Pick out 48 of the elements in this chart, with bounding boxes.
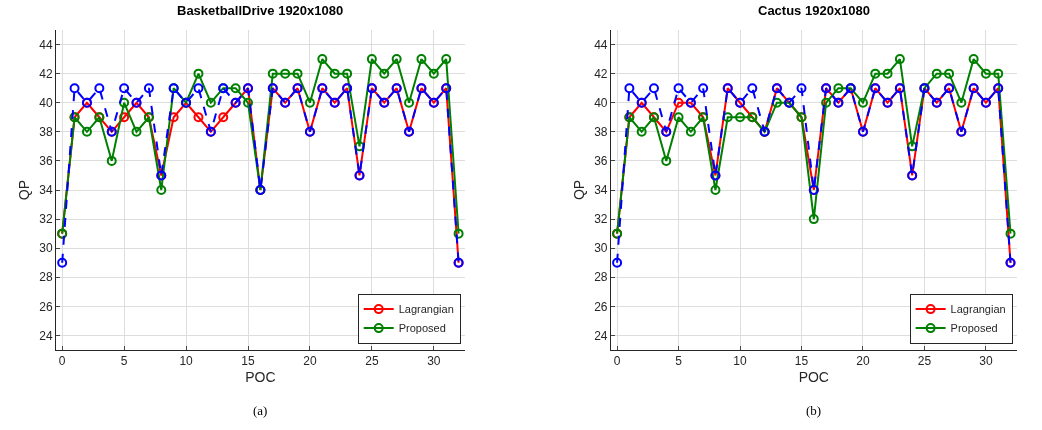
legend-label: Lagrangian (398, 303, 454, 316)
y-tick-label: 36 (39, 154, 53, 169)
y-tick-label: 30 (594, 241, 608, 256)
y-tick-label: 42 (39, 66, 53, 81)
x-tick-label: 0 (58, 354, 66, 369)
x-tick-label: 25 (365, 354, 379, 369)
legend-label: Lagrangian (950, 303, 1006, 316)
y-tick-label: 38 (39, 125, 53, 140)
y-tick-label: 34 (594, 183, 608, 198)
y-tick-label: 28 (39, 270, 53, 285)
legend-label: Proposed (398, 322, 446, 335)
y-tick-label: 30 (39, 241, 53, 256)
y-tick-label: 32 (39, 212, 53, 227)
y-tick-label: 24 (594, 328, 608, 343)
text: (b) (806, 403, 822, 418)
x-tick-label: 10 (179, 354, 194, 369)
y-tick-label: 26 (594, 299, 608, 314)
y-tick-label: 28 (594, 270, 608, 285)
x-tick-label: 0 (613, 354, 621, 369)
x-tick-label: 20 (856, 354, 870, 369)
y-tick-label: 32 (594, 212, 608, 227)
chart-title: BasketballDrive 1920x1080 (177, 3, 344, 18)
x-tick-label: 5 (675, 354, 683, 369)
x-tick-label: 20 (303, 354, 317, 369)
y-tick-label: 36 (594, 154, 608, 169)
y-tick-label: 44 (39, 37, 53, 52)
y-tick-label: 40 (594, 95, 608, 110)
x-tick-label: 10 (733, 354, 748, 369)
x-tick-label: 30 (427, 354, 441, 369)
y-axis-title: QP (15, 179, 32, 201)
x-tick-label: 5 (120, 354, 128, 369)
y-tick-label: 38 (594, 125, 608, 140)
legend-label: Proposed (950, 322, 998, 335)
x-tick-label: 15 (241, 354, 255, 369)
y-tick-label: 44 (594, 37, 608, 52)
x-tick-label: 15 (794, 354, 809, 369)
y-tick-label: 40 (39, 95, 53, 110)
y-tick-label: 34 (39, 183, 53, 198)
x-tick-label: 30 (979, 354, 993, 369)
y-tick-label: 26 (39, 299, 53, 314)
chart-title: Cactus 1920x1080 (758, 3, 871, 18)
x-tick-label: 25 (917, 354, 932, 369)
y-tick-label: 42 (594, 66, 608, 81)
y-axis-title: QP (570, 179, 587, 201)
x-axis-title: POC (245, 368, 276, 385)
x-axis-title: POC (798, 368, 829, 385)
text: (a) (253, 403, 268, 418)
y-tick-label: 24 (39, 328, 53, 343)
